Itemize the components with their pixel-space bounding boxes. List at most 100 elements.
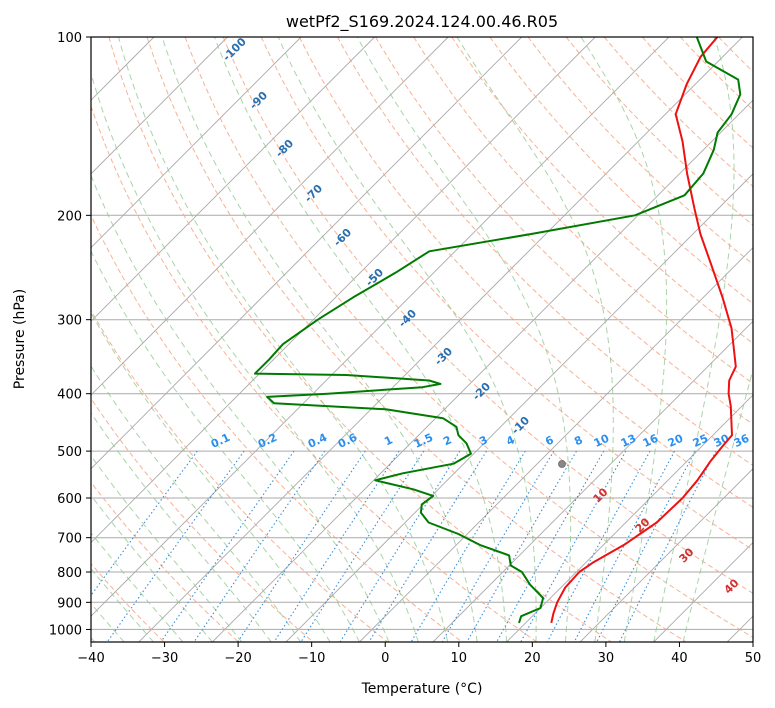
dry-adiabat-line — [375, 37, 753, 425]
x-tick-label: −30 — [151, 651, 178, 666]
x-tick-label: −20 — [224, 651, 251, 666]
mixing-ratio-label: 13 — [619, 432, 638, 450]
moist-adiabat-line — [456, 37, 614, 642]
moist-adiabat-line — [118, 37, 449, 642]
isotherm-line — [91, 37, 596, 544]
isotherm-line — [432, 320, 753, 642]
isotherm-line — [91, 37, 375, 322]
x-tick-label: −10 — [298, 651, 325, 666]
isotherm-line — [91, 37, 302, 249]
dry-adiabat-line — [184, 37, 753, 639]
x-tick-label: 10 — [451, 651, 468, 666]
y-tick-label: 1000 — [49, 623, 82, 638]
mixing-ratio-label: 20 — [666, 432, 686, 450]
dry-adiabat-line — [222, 37, 753, 594]
dry-adiabat-line — [91, 481, 239, 642]
moist-adiabat-line — [91, 454, 243, 642]
y-tick-label: 400 — [57, 388, 82, 403]
mixing-ratio-label: 10 — [592, 432, 612, 450]
mixing-ratio-line — [300, 450, 425, 642]
moist-adiabat-line — [91, 365, 302, 642]
moist-adiabat-line — [91, 412, 272, 642]
dry-adiabat-line — [91, 397, 314, 642]
moist-adiabat-line — [682, 367, 753, 642]
x-tick-label: 30 — [598, 651, 615, 666]
isotherm-line — [91, 37, 449, 396]
x-tick-label: −40 — [77, 651, 104, 666]
moist-adiabat-line — [277, 37, 537, 642]
moist-adiabat-line — [91, 71, 419, 642]
plot-frame — [90, 36, 754, 643]
isotherm-line — [138, 37, 743, 642]
mixing-ratio-label: 16 — [641, 432, 661, 450]
isotherm-line — [579, 468, 753, 642]
mixing-ratio-line — [193, 450, 326, 642]
mixing-ratio-line — [368, 450, 487, 642]
moist-adiabat-line — [213, 37, 508, 642]
mixing-ratio-label: 36 — [732, 432, 752, 450]
temperature-profile-line — [550, 37, 737, 624]
dry-adiabat-line — [108, 37, 612, 642]
y-tick-label: 100 — [57, 31, 82, 46]
lcl-marker — [558, 460, 566, 468]
dry-adiabat-line — [260, 37, 753, 551]
dry-adiabat-line — [603, 37, 753, 188]
isotherm-line — [91, 37, 228, 175]
x-tick-label: 50 — [745, 651, 762, 666]
moist-adiabat-line — [580, 37, 668, 642]
isotherm-line — [211, 99, 753, 642]
mixing-ratio-line — [573, 450, 676, 642]
y-tick-label: 300 — [57, 314, 82, 329]
x-tick-label: 40 — [671, 651, 688, 666]
y-tick-label: 600 — [57, 492, 82, 507]
y-tick-label: 700 — [57, 532, 82, 547]
moist-adiabat-line — [91, 311, 331, 642]
chart-title: wetPf2_S169.2024.124.00.46.R05 — [286, 12, 558, 32]
dewpoint-profile-line — [254, 37, 742, 624]
mixing-ratio-line — [441, 450, 555, 642]
plot-area: -100-90-80-70-60-50-40-30-20-100.1 0.2 0.4… — [91, 37, 753, 642]
x-axis-label: Temperature (°C) — [361, 681, 483, 697]
dry-adiabat-line — [146, 37, 687, 642]
dry-adiabat-line — [298, 37, 753, 509]
mixing-ratio-line — [160, 450, 295, 642]
mixing-ratio-line — [466, 450, 577, 642]
dry-adiabat-line — [91, 104, 538, 642]
mixing-ratio-line — [546, 450, 651, 642]
moist-adiabat-line — [91, 250, 360, 642]
y-tick-label: 900 — [57, 596, 82, 611]
y-axis: 100 200 300 400 500 600 700 800 900 1000 — [49, 31, 91, 638]
mixing-ratio-line — [596, 450, 696, 642]
y-tick-label: 200 — [57, 209, 82, 224]
mixing-ratio-label: 25 — [691, 432, 710, 450]
moist-adiabat-line — [356, 37, 572, 642]
x-axis: −40 −30 −20 −10 0 10 20 30 40 50 — [77, 642, 761, 666]
dry-adiabat-line — [91, 309, 389, 642]
y-tick-label: 500 — [57, 445, 82, 460]
dry-adiabat-line — [337, 37, 753, 467]
dry-adiabat-line — [413, 37, 753, 385]
mixing-ratio-line — [496, 450, 605, 642]
moist-adiabat-line — [91, 174, 390, 642]
dry-adiabat-line — [489, 37, 753, 305]
isotherm-line — [506, 394, 753, 642]
mixing-ratio-line — [410, 450, 526, 642]
dry-adiabat-line — [527, 37, 753, 265]
moist-adiabat-line — [91, 568, 154, 642]
isotherm-line — [91, 37, 523, 470]
isotherm-line — [91, 37, 670, 617]
isotherm-line — [359, 246, 753, 642]
mixing-ratio-line — [520, 450, 627, 642]
mixing-ratio-line — [339, 450, 461, 642]
y-axis-label: Pressure (hPa) — [12, 289, 28, 389]
moist-adiabat-line — [653, 37, 735, 642]
moist-adiabat-line — [161, 37, 478, 642]
x-tick-label: 20 — [524, 651, 541, 666]
moist-adiabat-line — [91, 532, 184, 642]
x-tick-label: 0 — [381, 651, 389, 666]
mixing-ratio-label: 30 — [712, 432, 732, 450]
moist-adiabat-line — [91, 494, 213, 642]
y-tick-label: 800 — [57, 566, 82, 581]
dry-adiabat-line — [451, 37, 753, 344]
